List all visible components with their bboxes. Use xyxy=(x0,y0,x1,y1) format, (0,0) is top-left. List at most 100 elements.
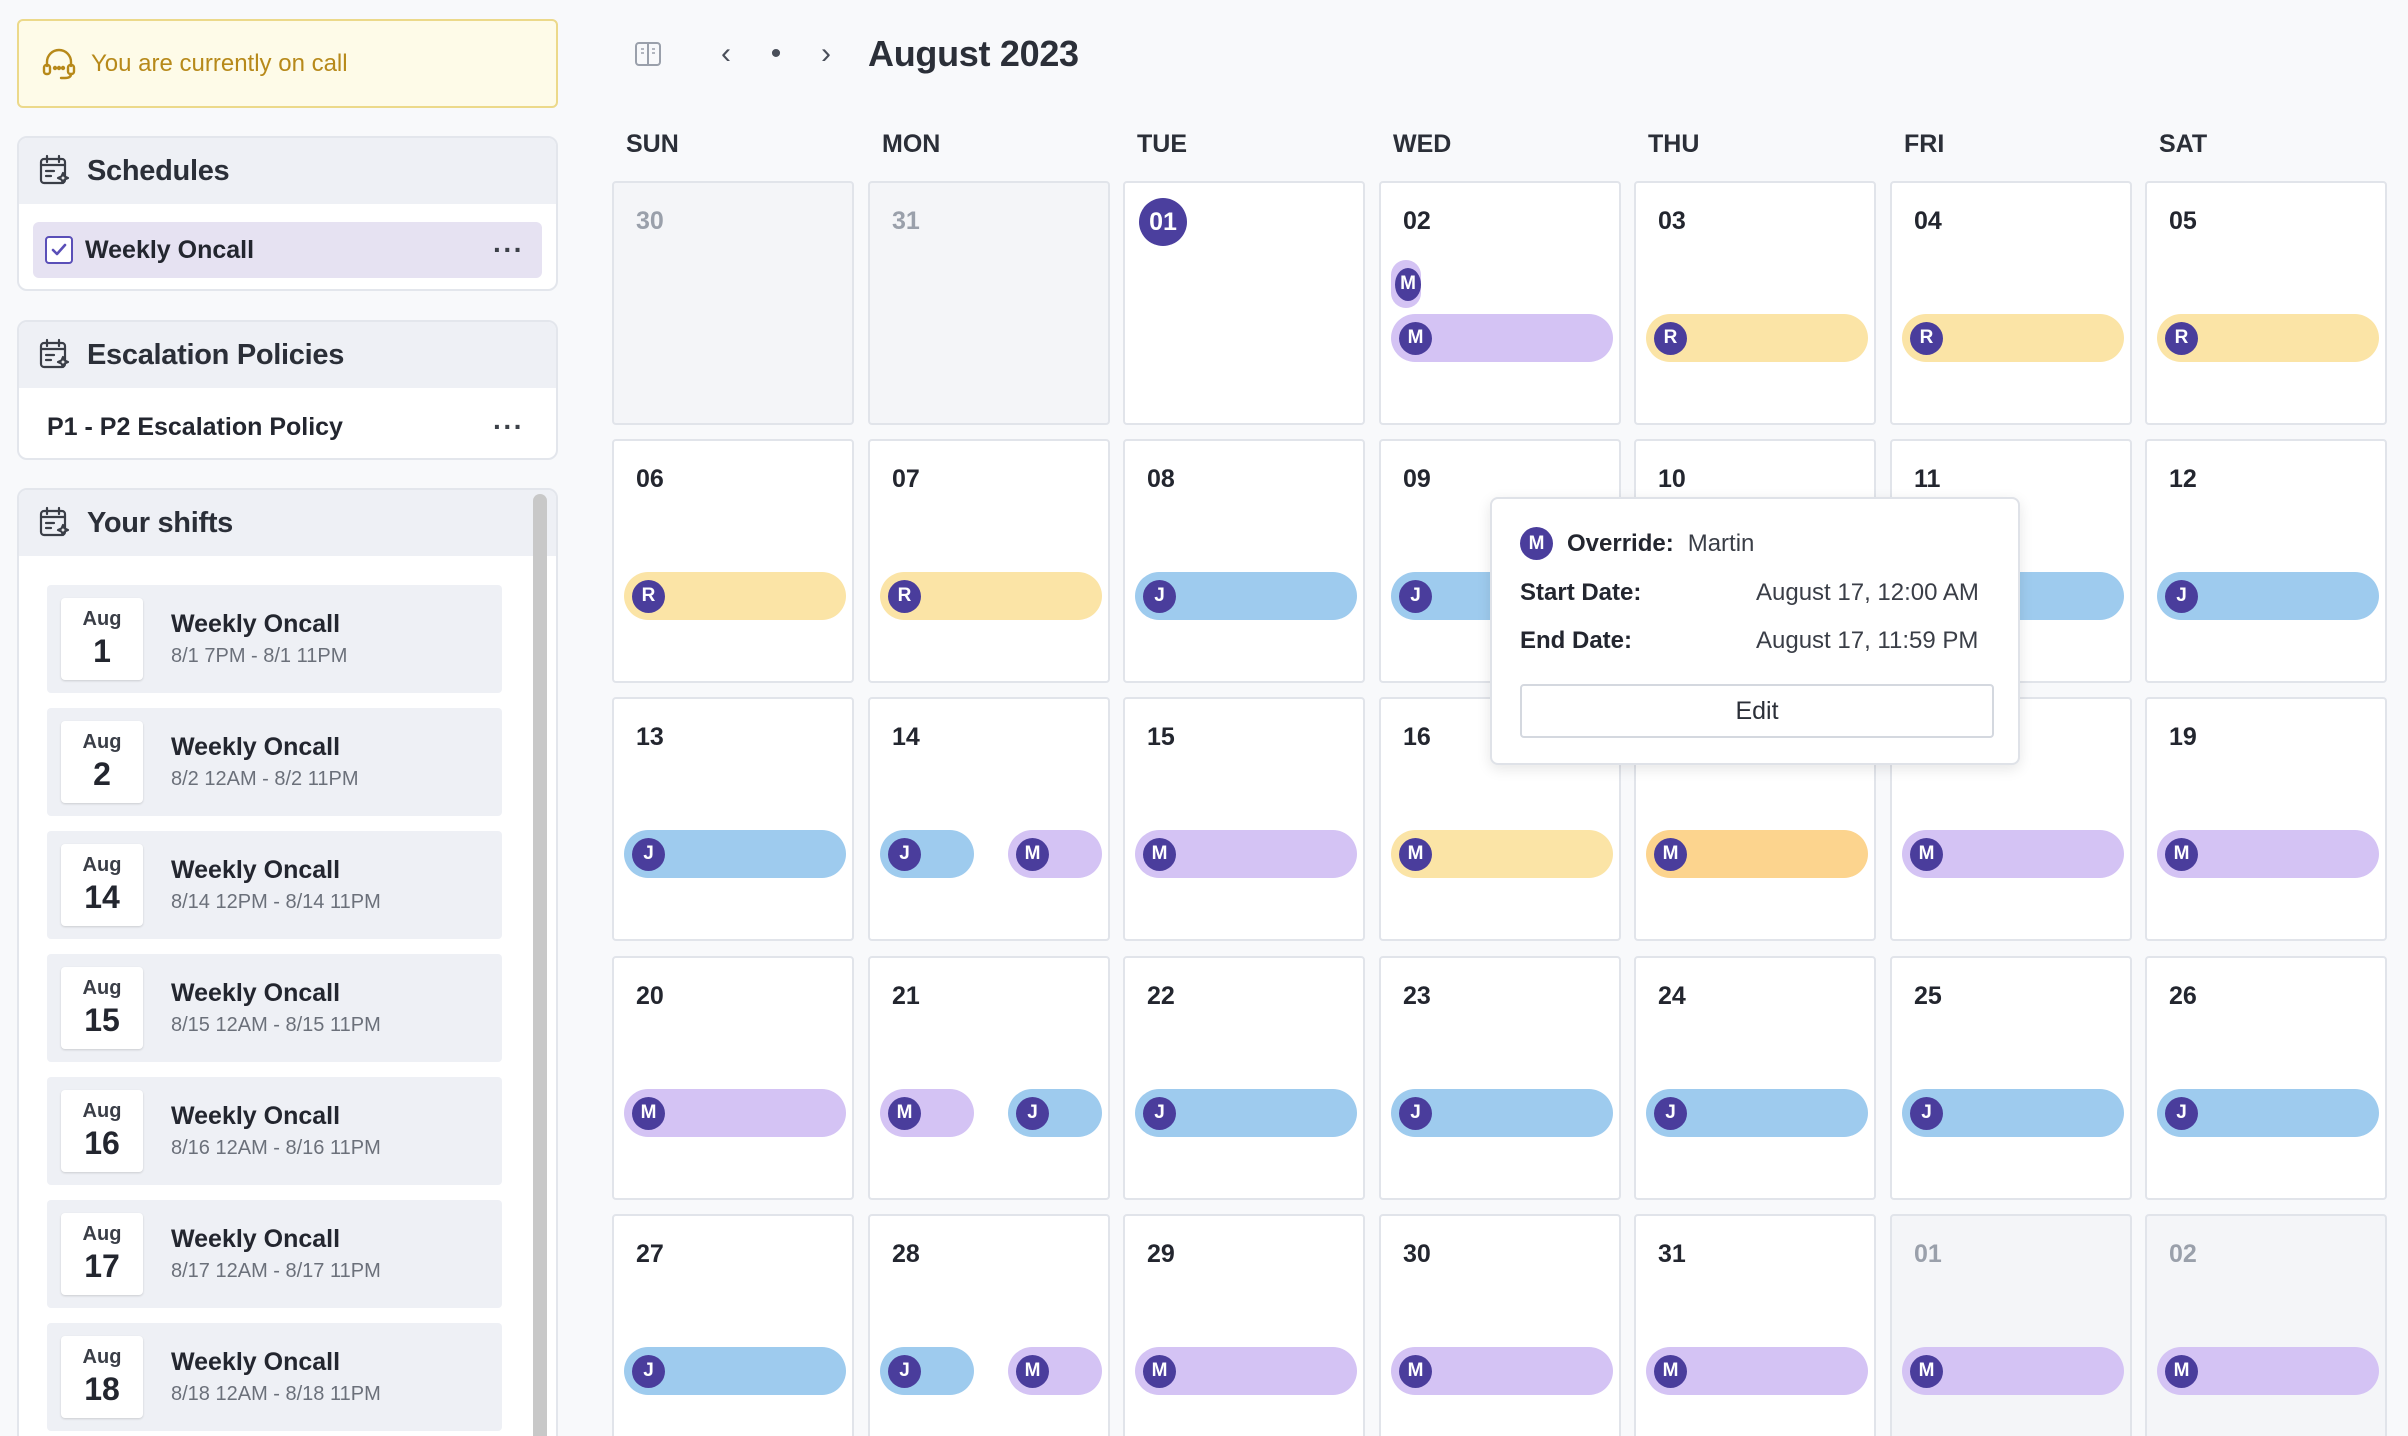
more-options-icon[interactable]: ··· xyxy=(493,411,524,442)
day-cell[interactable]: 15 M xyxy=(1123,697,1365,941)
shift-event[interactable]: M xyxy=(2157,1347,2379,1395)
escalation-item-p1-p2[interactable]: P1 - P2 Escalation Policy ··· xyxy=(33,404,542,450)
day-cell[interactable]: 01 xyxy=(1123,181,1365,425)
day-cell[interactable]: 12 J xyxy=(2145,439,2387,683)
shift-event[interactable]: M xyxy=(2157,830,2379,878)
day-cell[interactable]: 07 R xyxy=(868,439,1110,683)
shift-event[interactable]: R xyxy=(2157,314,2379,362)
shift-event[interactable]: M xyxy=(1008,1347,1102,1395)
day-cell[interactable]: 28 J M xyxy=(868,1214,1110,1436)
day-cell[interactable]: 06 R xyxy=(612,439,854,683)
next-month-button[interactable]: › xyxy=(821,37,831,70)
shift-event[interactable]: M xyxy=(880,1089,974,1137)
shift-event[interactable]: M xyxy=(1391,830,1613,878)
shift-item[interactable]: Aug 2 Weekly Oncall 8/2 12AM - 8/2 11PM xyxy=(47,708,502,816)
shift-item[interactable]: Aug 1 Weekly Oncall 8/1 7PM - 8/1 11PM xyxy=(47,585,502,693)
calendar-title: August 2023 xyxy=(868,33,1079,74)
day-cell[interactable]: 04 R xyxy=(1890,181,2132,425)
day-cell[interactable]: 02 M M xyxy=(1379,181,1621,425)
shift-item[interactable]: Aug 14 Weekly Oncall 8/14 12PM - 8/14 11PM xyxy=(47,831,502,939)
day-cell[interactable]: 20 M xyxy=(612,956,854,1200)
day-cell[interactable]: 31 M xyxy=(1634,1214,1876,1436)
shift-item[interactable]: Aug 17 Weekly Oncall 8/17 12AM - 8/17 11PM xyxy=(47,1200,502,1308)
shift-item[interactable]: Aug 15 Weekly Oncall 8/15 12AM - 8/15 11PM xyxy=(47,954,502,1062)
more-options-icon[interactable]: ··· xyxy=(493,234,524,265)
calendar-sparkle-icon xyxy=(39,154,70,185)
day-cell[interactable]: 03 R xyxy=(1634,181,1876,425)
avatar: M xyxy=(1910,837,1943,871)
shift-event[interactable]: J xyxy=(2157,1089,2379,1137)
day-cell[interactable]: 14 J M xyxy=(868,697,1110,941)
avatar: J xyxy=(1399,1096,1432,1130)
day-number: 30 xyxy=(1403,1240,1431,1268)
shift-event[interactable]: J xyxy=(1646,1089,1868,1137)
day-cell[interactable]: 29 M xyxy=(1123,1214,1365,1436)
shift-event[interactable]: J xyxy=(624,830,846,878)
shift-event[interactable]: M xyxy=(1135,1347,1357,1395)
shift-item[interactable]: Aug 16 Weekly Oncall 8/16 12AM - 8/16 11PM xyxy=(47,1077,502,1185)
day-cell[interactable]: 26 J xyxy=(2145,956,2387,1200)
shift-event[interactable]: M xyxy=(1008,830,1102,878)
shift-event[interactable]: J xyxy=(1391,1089,1613,1137)
shift-month: Aug xyxy=(82,1100,122,1122)
shift-event[interactable]: J xyxy=(880,830,974,878)
edit-override-button[interactable]: Edit xyxy=(1520,684,1994,738)
avatar: R xyxy=(2165,321,2198,355)
day-cell[interactable]: 19 M xyxy=(2145,697,2387,941)
day-cell[interactable]: 02 M xyxy=(2145,1214,2387,1436)
day-cell[interactable]: 24 J xyxy=(1634,956,1876,1200)
shift-event[interactable]: J xyxy=(1008,1089,1102,1137)
shift-event[interactable]: J xyxy=(2157,572,2379,620)
day-cell[interactable]: 22 J xyxy=(1123,956,1365,1200)
shift-event[interactable]: J xyxy=(1135,1089,1357,1137)
shift-event[interactable]: R xyxy=(624,572,846,620)
shift-day: 16 xyxy=(84,1125,120,1161)
tooltip-override-row: M Override: Martin xyxy=(1520,527,1754,560)
shift-event[interactable]: M xyxy=(1391,314,1613,362)
weekday-label: FRI xyxy=(1904,130,1945,158)
shift-event[interactable]: J xyxy=(1902,1089,2124,1137)
day-number: 19 xyxy=(2169,723,2197,751)
shift-event[interactable]: M xyxy=(1135,830,1357,878)
shift-event[interactable]: M xyxy=(1646,830,1868,878)
today-button[interactable]: • xyxy=(770,37,782,70)
shift-event[interactable]: R xyxy=(1646,314,1868,362)
prev-month-button[interactable]: ‹ xyxy=(721,37,731,70)
shift-event[interactable]: M xyxy=(1391,1347,1613,1395)
shift-date-tile: Aug 18 xyxy=(61,1336,143,1418)
day-number: 02 xyxy=(2169,1240,2197,1268)
avatar: R xyxy=(632,579,665,613)
shift-item[interactable]: Aug 18 Weekly Oncall 8/18 12AM - 8/18 11PM xyxy=(47,1323,502,1431)
avatar: J xyxy=(1399,579,1432,613)
shifts-scrollbar[interactable] xyxy=(533,494,547,1436)
shift-month: Aug xyxy=(82,854,122,876)
day-cell[interactable]: 30 M xyxy=(1379,1214,1621,1436)
shift-event[interactable]: R xyxy=(880,572,1102,620)
sidebar-toggle-icon[interactable] xyxy=(630,36,666,72)
day-cell[interactable]: 25 J xyxy=(1890,956,2132,1200)
weekday-label: WED xyxy=(1393,130,1452,158)
day-cell[interactable]: 30 xyxy=(612,181,854,425)
schedule-checkbox[interactable] xyxy=(45,236,73,264)
shift-event[interactable]: J xyxy=(1135,572,1357,620)
day-cell[interactable]: 01 M xyxy=(1890,1214,2132,1436)
avatar: J xyxy=(632,1354,665,1388)
shift-event[interactable]: R xyxy=(1902,314,2124,362)
shift-event[interactable]: J xyxy=(880,1347,974,1395)
avatar: J xyxy=(2165,579,2198,613)
shift-event[interactable]: M xyxy=(1902,1347,2124,1395)
day-cell[interactable]: 08 J xyxy=(1123,439,1365,683)
shift-event[interactable]: M xyxy=(1646,1347,1868,1395)
day-cell[interactable]: 23 J xyxy=(1379,956,1621,1200)
schedule-item-weekly-oncall[interactable]: Weekly Oncall ··· xyxy=(33,222,542,278)
day-cell[interactable]: 21 M J xyxy=(868,956,1110,1200)
day-cell[interactable]: 13 J xyxy=(612,697,854,941)
shift-event[interactable]: J xyxy=(624,1347,846,1395)
day-cell[interactable]: 31 xyxy=(868,181,1110,425)
shift-event[interactable]: M xyxy=(1902,830,2124,878)
day-cell[interactable]: 27 J xyxy=(612,1214,854,1436)
shift-event[interactable]: M xyxy=(1391,260,1421,308)
shift-event[interactable]: M xyxy=(624,1089,846,1137)
shift-day: 1 xyxy=(93,633,111,669)
day-cell[interactable]: 05 R xyxy=(2145,181,2387,425)
